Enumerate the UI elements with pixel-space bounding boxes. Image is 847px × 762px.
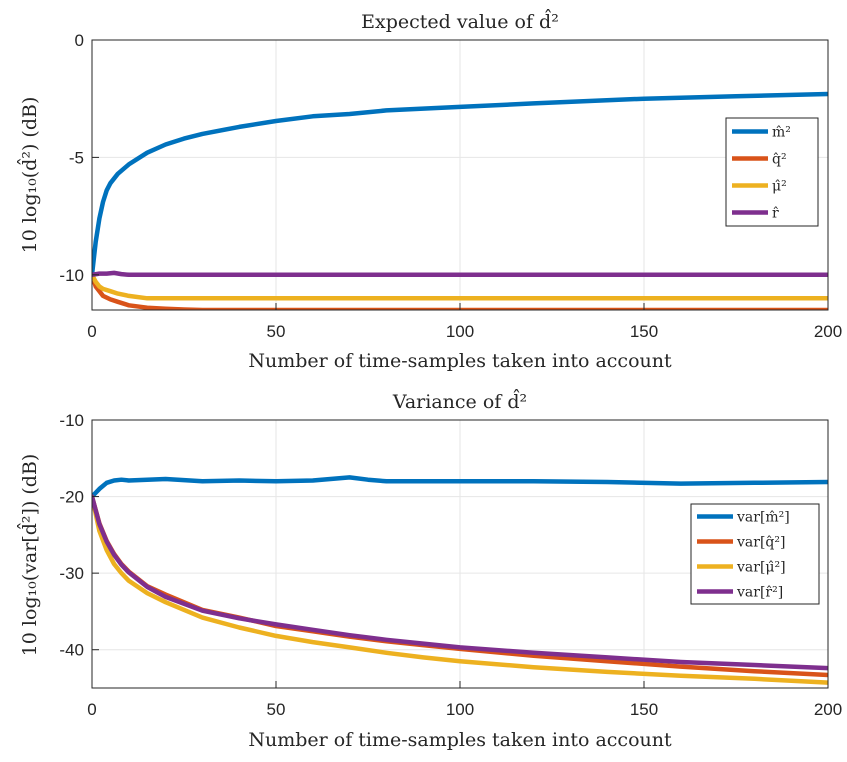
- x-tick-label: 100: [446, 322, 474, 341]
- x-tick-label: 200: [814, 700, 842, 719]
- variance-panel: 0 50 100 150 200 -10 -20 -30 -40 Variance of d̂²…: [16, 388, 842, 751]
- x-tick-label: 50: [267, 322, 286, 341]
- y-tick-label: -10: [59, 411, 84, 430]
- x-tick-label: 0: [87, 322, 96, 341]
- series-line-1: [92, 91, 828, 278]
- y-axis-label-0: 10 log₁₀(d̂²) (dB): [16, 97, 41, 254]
- y-tick-label: -5: [69, 148, 84, 167]
- legend-label: μ̂²: [772, 179, 787, 195]
- legend-box: [725, 117, 819, 227]
- series-line-3: [92, 494, 828, 685]
- chart-title-variance: Variance of d̂²: [392, 388, 527, 413]
- x-tick-label: 100: [446, 700, 474, 719]
- series-line-2: [92, 272, 828, 310]
- legend-1: var[m̂²] var[q̂²] var[μ̂²] var[r̂²]: [690, 503, 820, 605]
- x-tick-label: 150: [630, 322, 658, 341]
- legend-label: var[μ̂²]: [736, 560, 786, 576]
- series-line-4: [92, 494, 828, 671]
- legend-label: m̂²: [772, 125, 791, 141]
- legend-label: var[r̂²]: [736, 585, 783, 601]
- legend-label: var[q̂²]: [736, 535, 785, 551]
- legend-label: var[m̂²]: [736, 510, 790, 526]
- y-tick-label: -20: [59, 488, 84, 507]
- chart-title-expected: Expected value of d̂²: [361, 8, 559, 33]
- x-tick-label: 150: [630, 700, 658, 719]
- x-axis-label-1: Number of time-samples taken into accoun…: [248, 729, 672, 751]
- y-axis-label-1: 10 log₁₀(var[d̂²]) (dB): [16, 454, 41, 657]
- series-line-4: [92, 270, 828, 278]
- y-tick-label: -30: [59, 564, 84, 583]
- x-tick-label: 0: [87, 700, 96, 719]
- x-tick-label: 200: [814, 322, 842, 341]
- legend-0: m̂² q̂² μ̂² r̂: [725, 117, 819, 227]
- x-tick-label: 50: [267, 700, 286, 719]
- series-line-1: [92, 475, 828, 499]
- legend-label: q̂²: [772, 152, 787, 168]
- series-line-3: [92, 272, 828, 301]
- x-axis-label-0: Number of time-samples taken into accoun…: [248, 350, 672, 372]
- legend-box: [690, 503, 820, 605]
- expected-value-panel: 0 50 100 150 200 0 -5 -10 Expected value of d̂²…: [16, 8, 842, 372]
- y-tick-label: 0: [75, 31, 84, 50]
- legend-label: r̂: [772, 206, 779, 222]
- y-tick-label: -10: [59, 266, 84, 285]
- y-tick-label: -40: [59, 641, 84, 660]
